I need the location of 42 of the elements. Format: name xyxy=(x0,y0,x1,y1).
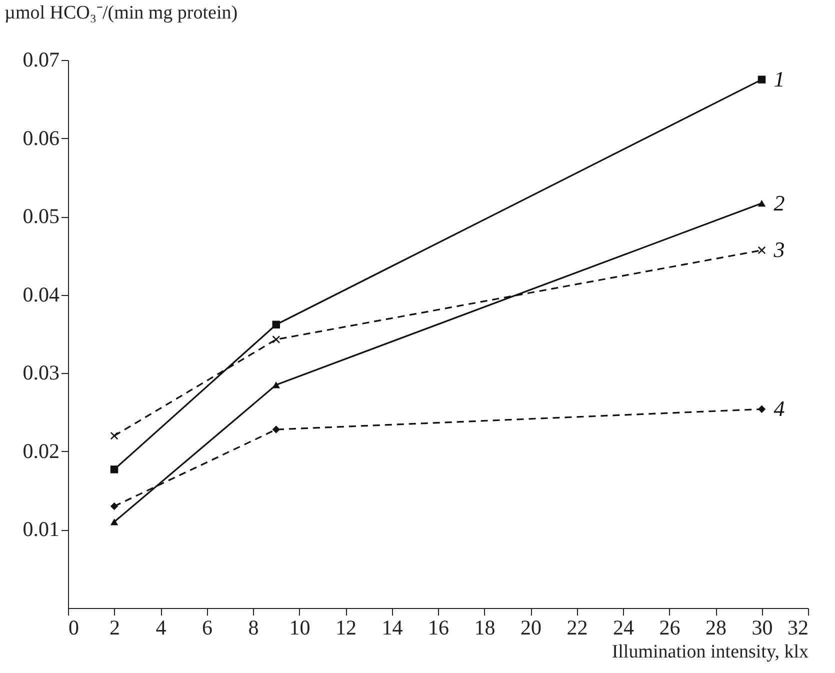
series-label: 2 xyxy=(774,190,785,216)
x-tick-label: 28 xyxy=(706,616,726,640)
x-tick-label: 16 xyxy=(428,616,449,640)
x-tick-label: 18 xyxy=(474,616,496,640)
x-tick-label: 6 xyxy=(202,616,212,640)
point xyxy=(272,335,280,344)
point xyxy=(758,405,766,414)
y-tick-label: 0.07 xyxy=(22,48,60,72)
y-tick-label: 0.01 xyxy=(22,517,60,542)
y-tick-label: 0.04 xyxy=(22,282,60,306)
x-axis-title: Illumination intensity, klx xyxy=(612,642,809,662)
series-label: 4 xyxy=(774,396,785,422)
point xyxy=(758,76,766,84)
y-tick-label: 0.06 xyxy=(22,126,60,150)
point xyxy=(272,382,280,388)
point xyxy=(272,320,280,328)
y-tick-label: 0.05 xyxy=(22,204,60,228)
y-tick-label: 0.03 xyxy=(22,360,60,385)
x-tick-label: 2 xyxy=(110,616,120,640)
y-axis-title: µmol HCO₃⁻/(min mg protein) xyxy=(4,2,238,24)
x-tick-label: 22 xyxy=(566,616,588,640)
point xyxy=(758,200,766,207)
series-label: 3 xyxy=(772,237,785,262)
point xyxy=(272,426,280,434)
x-tick-label: 14 xyxy=(382,616,404,640)
x-tick-label: 32 xyxy=(788,616,808,640)
point xyxy=(110,466,118,474)
x-tick-label: 0 xyxy=(68,616,79,640)
x-tick-label: 8 xyxy=(248,616,259,640)
point xyxy=(758,246,766,254)
x-tick-label: 10 xyxy=(289,616,310,640)
x-tick-label: 30 xyxy=(752,616,773,640)
point xyxy=(110,518,118,526)
x-tick-label: 24 xyxy=(613,616,634,640)
x-tick-label: 12 xyxy=(336,616,356,640)
x-tick-label: 20 xyxy=(520,616,542,640)
point xyxy=(110,432,118,440)
point xyxy=(110,502,118,510)
x-tick-label: 4 xyxy=(156,616,167,640)
y-tick-label: 0.02 xyxy=(22,438,60,463)
series-label: 1 xyxy=(774,66,785,92)
x-tick-label: 26 xyxy=(659,616,680,640)
